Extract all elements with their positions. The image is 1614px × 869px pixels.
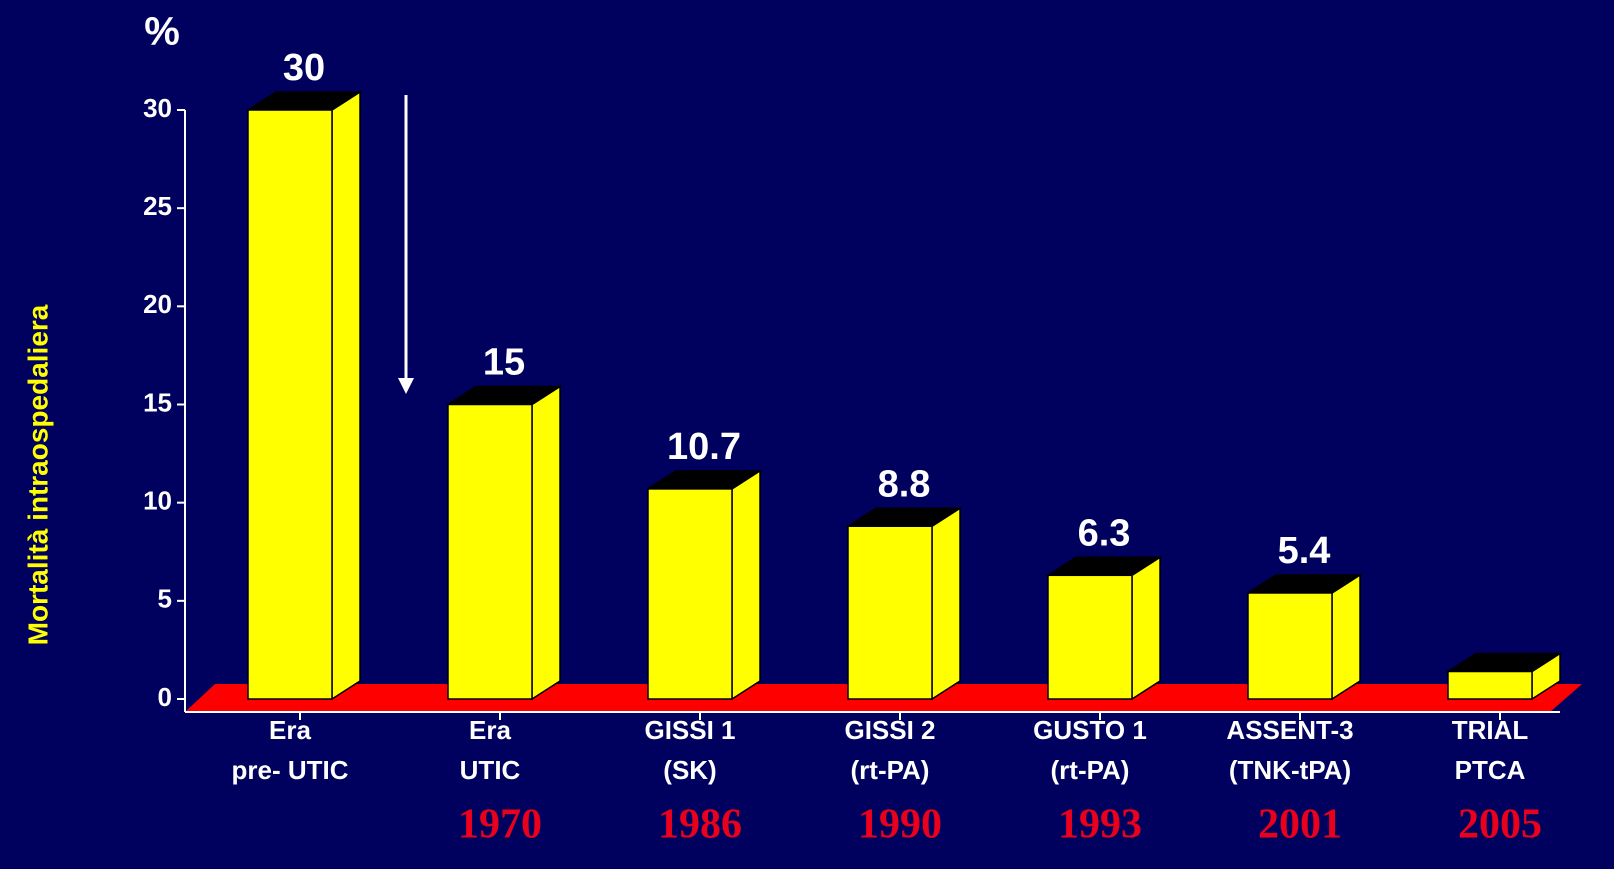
- year-label: 1993: [1058, 802, 1142, 848]
- x-tick-label: Era: [469, 715, 511, 745]
- y-tick-label: 15: [143, 387, 172, 417]
- y-tick-label: 25: [143, 191, 172, 221]
- value-label: 15: [483, 342, 525, 384]
- bar-side: [1131, 555, 1161, 701]
- bar-side: [731, 469, 761, 701]
- year-label: 1970: [458, 802, 542, 848]
- x-tick-label: PTCA: [1455, 755, 1526, 785]
- y-tick-label: 0: [158, 682, 172, 712]
- y-tick-label: 30: [143, 93, 172, 123]
- x-tick-label: pre- UTIC: [232, 755, 349, 785]
- bar-side: [531, 385, 561, 701]
- x-tick-label: (SK): [663, 755, 716, 785]
- value-label: 8.8: [878, 463, 931, 505]
- x-tick-label: GISSI 1: [644, 715, 735, 745]
- x-tick-label: (rt-PA): [851, 755, 930, 785]
- x-tick-label: GISSI 2: [844, 715, 935, 745]
- bar: [847, 525, 933, 700]
- bar: [1447, 670, 1533, 700]
- unit-label: %: [144, 10, 180, 54]
- y-tick-label: 20: [143, 289, 172, 319]
- x-tick-label: TRIAL: [1452, 715, 1529, 745]
- year-label: 2005: [1458, 802, 1542, 848]
- y-tick-label: 5: [158, 584, 172, 614]
- year-label: 1986: [658, 802, 742, 848]
- bar: [1247, 592, 1333, 700]
- year-label: 1990: [858, 802, 942, 848]
- bar-side: [931, 506, 961, 701]
- y-tick-label: 10: [143, 486, 172, 516]
- bar-side: [331, 90, 361, 701]
- year-label: 2001: [1258, 802, 1342, 848]
- bar: [247, 109, 333, 700]
- bar: [1047, 574, 1133, 700]
- y-axis-title: Mortalità intraospedaliera: [22, 304, 53, 645]
- value-label: 30: [283, 47, 325, 89]
- value-label: 10.7: [667, 426, 741, 468]
- arrow-head: [398, 378, 414, 394]
- x-tick-label: (rt-PA): [1051, 755, 1130, 785]
- x-tick-label: UTIC: [460, 755, 521, 785]
- bar: [647, 488, 733, 700]
- value-label: 5.4: [1278, 530, 1331, 572]
- x-tick-label: GUSTO 1: [1033, 715, 1147, 745]
- x-tick-label: Era: [269, 715, 311, 745]
- x-tick-label: ASSENT-3: [1226, 715, 1353, 745]
- bar: [447, 403, 533, 700]
- bar-side: [1331, 573, 1361, 701]
- x-tick-label: (TNK-tPA): [1229, 755, 1351, 785]
- value-label: 6.3: [1078, 512, 1131, 554]
